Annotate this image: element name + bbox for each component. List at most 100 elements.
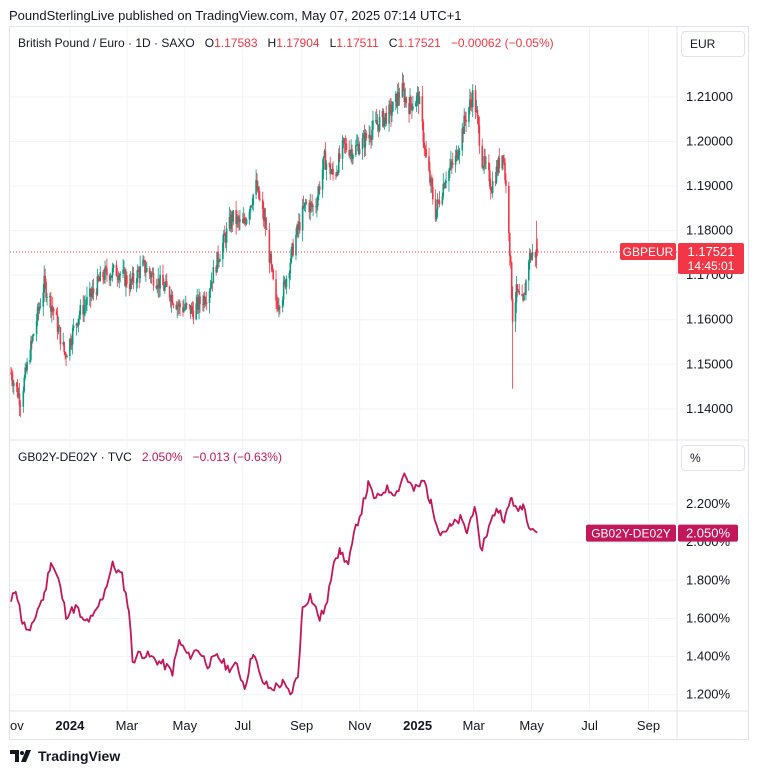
candle-body — [382, 111, 385, 127]
candle-body — [497, 157, 500, 173]
candle-body — [39, 306, 42, 308]
candle-body — [170, 295, 173, 303]
candle-body — [295, 234, 297, 256]
candle-body — [124, 269, 126, 286]
candle-body — [49, 295, 51, 298]
currency-unit-button[interactable]: EUR — [681, 31, 745, 57]
candle-body — [243, 218, 246, 222]
y-tick-label: 1.16000 — [686, 312, 733, 327]
candle-body — [89, 288, 92, 298]
x-tick-label: Nov — [348, 718, 372, 733]
candle-body — [390, 104, 392, 116]
candle-body — [275, 279, 277, 301]
candle-body — [241, 219, 244, 223]
candle-body — [409, 97, 411, 114]
spread-value-badge — [678, 524, 738, 542]
candle-body — [281, 299, 284, 308]
candle-body — [145, 271, 147, 273]
candle-body — [494, 181, 497, 183]
candle-body — [25, 367, 27, 371]
x-tick-label: Mar — [462, 718, 485, 733]
candle-body — [425, 149, 427, 157]
candle-body — [143, 259, 145, 261]
candle-body — [116, 275, 119, 278]
candle-body — [432, 186, 434, 200]
candle-body — [259, 198, 261, 200]
candle-body — [384, 113, 387, 118]
candle-body — [464, 115, 466, 120]
candle-body — [508, 185, 510, 234]
candle-body — [76, 323, 79, 326]
candle-body — [285, 278, 288, 288]
candle-body — [79, 305, 82, 315]
candle-body — [305, 202, 308, 204]
candle-body — [328, 163, 331, 165]
candle-body — [139, 265, 141, 279]
candle-body — [477, 116, 480, 126]
legend-gbpeur: British Pound / Euro · 1D · SAXO O1.1758… — [18, 36, 554, 50]
legend-open: 1.17583 — [214, 36, 258, 50]
x-tick-label: 2024 — [55, 718, 85, 733]
candle-body — [317, 195, 319, 206]
candle-body — [45, 282, 47, 298]
candle-body — [429, 170, 431, 183]
candle-body — [322, 156, 325, 170]
candle-body — [304, 202, 307, 204]
candle-body — [258, 186, 260, 199]
candle-body — [441, 196, 444, 205]
candle-body — [443, 183, 446, 188]
candle-body — [396, 92, 399, 107]
candle-body — [78, 314, 81, 319]
tradingview-footer[interactable]: TradingView — [10, 748, 120, 764]
candle-body — [302, 205, 305, 208]
candle-body — [183, 308, 185, 312]
candle-body — [528, 253, 531, 262]
candle-body — [146, 268, 148, 272]
candle-body — [488, 162, 490, 171]
candle-body — [131, 273, 134, 282]
legend-symbol: British Pound / Euro · 1D · SAXO — [18, 36, 195, 50]
candle-body — [82, 305, 84, 315]
candle-body — [150, 273, 153, 278]
candle-body — [510, 262, 513, 299]
candle-body — [422, 121, 425, 143]
candle-body — [137, 270, 140, 272]
candle-body — [71, 328, 74, 345]
candle-body — [348, 150, 351, 156]
last-price-badge — [678, 242, 744, 274]
candle-body — [516, 284, 519, 292]
candle-body — [356, 144, 358, 146]
x-tick-label: May — [173, 718, 198, 733]
candle-body — [35, 321, 38, 335]
publisher-header: PoundSterlingLive published on TradingVi… — [9, 8, 462, 23]
candle-body — [159, 274, 161, 289]
candle-body — [136, 270, 139, 283]
candle-body — [38, 307, 41, 311]
candle-body — [391, 111, 393, 116]
candle-body — [215, 266, 217, 273]
x-tick-label: ov — [10, 718, 24, 733]
candle-body — [90, 293, 93, 298]
candle-body — [228, 216, 231, 229]
candle-body — [289, 262, 292, 274]
candle-body — [470, 101, 473, 108]
candle-body — [415, 95, 418, 104]
candle-body — [398, 96, 401, 98]
candle-body — [412, 106, 414, 110]
candle-body — [483, 156, 485, 168]
legend-high: 1.17904 — [276, 36, 320, 50]
candle-body — [165, 281, 168, 287]
candle-body — [43, 275, 46, 293]
candle-body — [276, 300, 278, 305]
candle-body — [155, 285, 158, 289]
candle-body — [450, 161, 452, 168]
candle-body — [65, 355, 67, 358]
candle-body — [536, 249, 539, 252]
tradingview-logo-icon — [10, 750, 31, 762]
legend-spread-change: −0.013 (−0.63%) — [192, 450, 282, 464]
candle-body — [323, 150, 326, 157]
candle-body — [205, 302, 208, 304]
percent-unit-button[interactable]: % — [681, 445, 745, 471]
candle-body — [416, 92, 419, 96]
